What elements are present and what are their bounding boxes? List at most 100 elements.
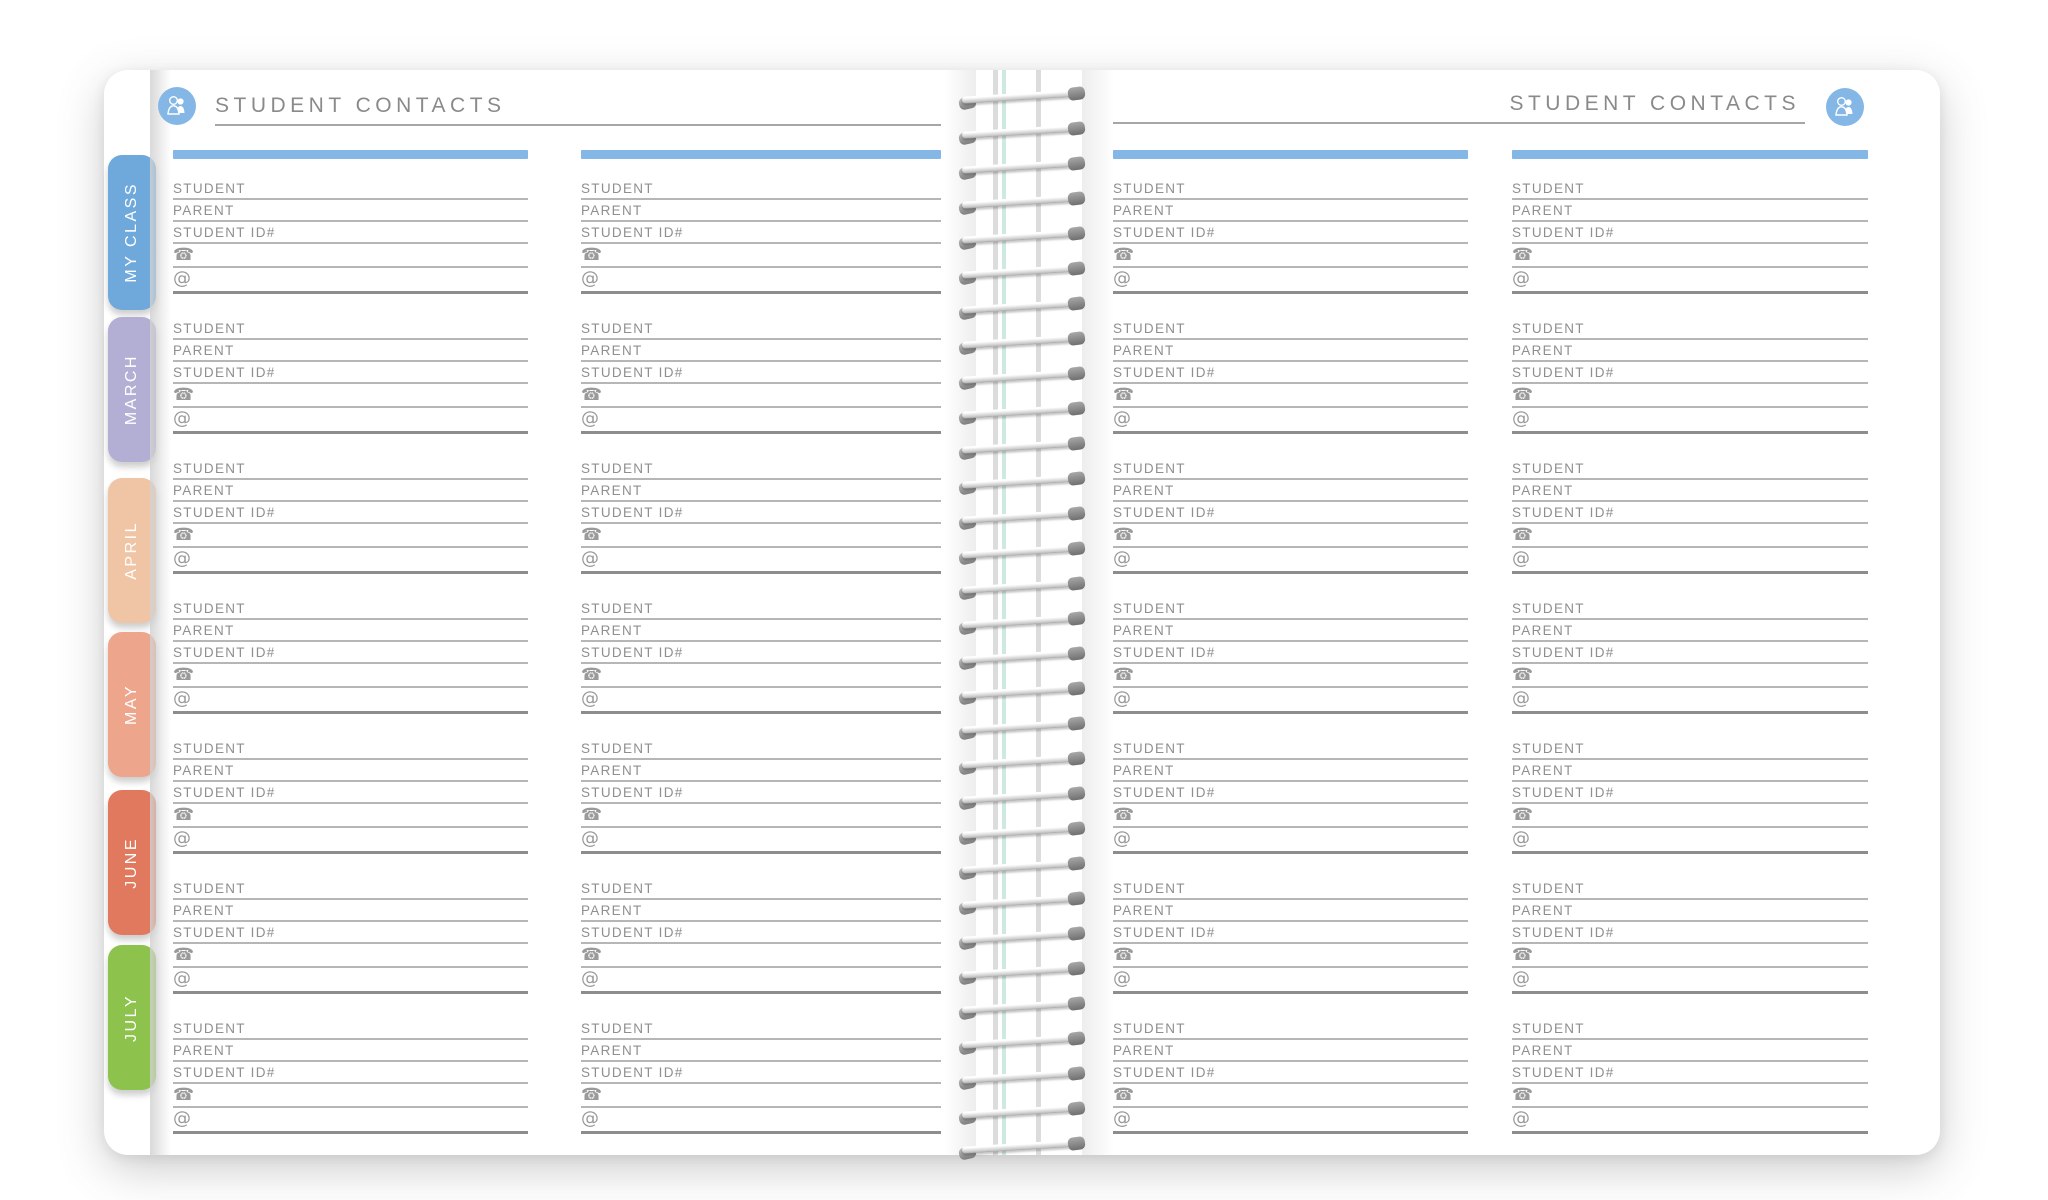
parent-field-row[interactable]: PARENT: [173, 760, 528, 782]
phone-field-row[interactable]: ☎: [173, 664, 528, 688]
student-id-field-row[interactable]: STUDENT ID#: [173, 502, 528, 524]
student-id-field-row[interactable]: STUDENT ID#: [173, 1062, 528, 1084]
student-field-row[interactable]: STUDENT: [1113, 598, 1468, 620]
student-field-row[interactable]: STUDENT: [1113, 1018, 1468, 1040]
student-id-field-row[interactable]: STUDENT ID#: [1113, 642, 1468, 664]
parent-field-row[interactable]: PARENT: [1113, 760, 1468, 782]
parent-field-row[interactable]: PARENT: [1512, 620, 1868, 642]
student-field-row[interactable]: STUDENT: [581, 598, 941, 620]
tab-april[interactable]: APRIL: [108, 478, 156, 623]
email-field-row[interactable]: @: [173, 408, 528, 434]
student-field-row[interactable]: STUDENT: [173, 318, 528, 340]
student-field-row[interactable]: STUDENT: [581, 458, 941, 480]
phone-field-row[interactable]: ☎: [173, 384, 528, 408]
phone-field-row[interactable]: ☎: [581, 244, 941, 268]
parent-field-row[interactable]: PARENT: [1512, 1040, 1868, 1062]
student-field-row[interactable]: STUDENT: [173, 878, 528, 900]
parent-field-row[interactable]: PARENT: [581, 480, 941, 502]
email-field-row[interactable]: @: [173, 828, 528, 854]
student-field-row[interactable]: STUDENT: [581, 878, 941, 900]
student-field-row[interactable]: STUDENT: [1512, 318, 1868, 340]
student-field-row[interactable]: STUDENT: [173, 738, 528, 760]
parent-field-row[interactable]: PARENT: [581, 620, 941, 642]
parent-field-row[interactable]: PARENT: [581, 760, 941, 782]
parent-field-row[interactable]: PARENT: [173, 340, 528, 362]
student-field-row[interactable]: STUDENT: [1512, 458, 1868, 480]
student-field-row[interactable]: STUDENT: [173, 1018, 528, 1040]
student-field-row[interactable]: STUDENT: [1113, 878, 1468, 900]
phone-field-row[interactable]: ☎: [1113, 664, 1468, 688]
student-field-row[interactable]: STUDENT: [173, 458, 528, 480]
student-id-field-row[interactable]: STUDENT ID#: [1113, 922, 1468, 944]
student-field-row[interactable]: STUDENT: [1512, 878, 1868, 900]
student-field-row[interactable]: STUDENT: [581, 318, 941, 340]
parent-field-row[interactable]: PARENT: [1113, 480, 1468, 502]
tab-july[interactable]: JULY: [108, 945, 156, 1090]
email-field-row[interactable]: @: [173, 268, 528, 294]
phone-field-row[interactable]: ☎: [173, 944, 528, 968]
email-field-row[interactable]: @: [1512, 968, 1868, 994]
email-field-row[interactable]: @: [581, 268, 941, 294]
phone-field-row[interactable]: ☎: [1512, 524, 1868, 548]
parent-field-row[interactable]: PARENT: [173, 1040, 528, 1062]
email-field-row[interactable]: @: [1113, 548, 1468, 574]
parent-field-row[interactable]: PARENT: [1512, 900, 1868, 922]
phone-field-row[interactable]: ☎: [173, 804, 528, 828]
student-id-field-row[interactable]: STUDENT ID#: [581, 922, 941, 944]
phone-field-row[interactable]: ☎: [581, 1084, 941, 1108]
email-field-row[interactable]: @: [1512, 688, 1868, 714]
student-field-row[interactable]: STUDENT: [1113, 318, 1468, 340]
email-field-row[interactable]: @: [1512, 268, 1868, 294]
email-field-row[interactable]: @: [173, 1108, 528, 1134]
student-field-row[interactable]: STUDENT: [1512, 1018, 1868, 1040]
parent-field-row[interactable]: PARENT: [1113, 1040, 1468, 1062]
student-field-row[interactable]: STUDENT: [173, 178, 528, 200]
phone-field-row[interactable]: ☎: [581, 944, 941, 968]
phone-field-row[interactable]: ☎: [1512, 804, 1868, 828]
email-field-row[interactable]: @: [173, 688, 528, 714]
email-field-row[interactable]: @: [1512, 828, 1868, 854]
student-id-field-row[interactable]: STUDENT ID#: [1113, 362, 1468, 384]
phone-field-row[interactable]: ☎: [1113, 944, 1468, 968]
email-field-row[interactable]: @: [173, 968, 528, 994]
student-id-field-row[interactable]: STUDENT ID#: [1512, 922, 1868, 944]
student-field-row[interactable]: STUDENT: [1113, 738, 1468, 760]
student-id-field-row[interactable]: STUDENT ID#: [1512, 1062, 1868, 1084]
email-field-row[interactable]: @: [581, 1108, 941, 1134]
phone-field-row[interactable]: ☎: [1512, 664, 1868, 688]
student-id-field-row[interactable]: STUDENT ID#: [1512, 222, 1868, 244]
email-field-row[interactable]: @: [1512, 548, 1868, 574]
student-id-field-row[interactable]: STUDENT ID#: [581, 1062, 941, 1084]
phone-field-row[interactable]: ☎: [173, 1084, 528, 1108]
email-field-row[interactable]: @: [1113, 688, 1468, 714]
phone-field-row[interactable]: ☎: [581, 804, 941, 828]
phone-field-row[interactable]: ☎: [1113, 1084, 1468, 1108]
parent-field-row[interactable]: PARENT: [581, 1040, 941, 1062]
tab-may[interactable]: MAY: [108, 632, 156, 777]
email-field-row[interactable]: @: [581, 408, 941, 434]
student-id-field-row[interactable]: STUDENT ID#: [1113, 222, 1468, 244]
phone-field-row[interactable]: ☎: [173, 244, 528, 268]
student-field-row[interactable]: STUDENT: [581, 178, 941, 200]
student-id-field-row[interactable]: STUDENT ID#: [581, 502, 941, 524]
student-field-row[interactable]: STUDENT: [1512, 598, 1868, 620]
parent-field-row[interactable]: PARENT: [581, 200, 941, 222]
email-field-row[interactable]: @: [173, 548, 528, 574]
student-field-row[interactable]: STUDENT: [1113, 178, 1468, 200]
email-field-row[interactable]: @: [1113, 268, 1468, 294]
parent-field-row[interactable]: PARENT: [1113, 900, 1468, 922]
student-id-field-row[interactable]: STUDENT ID#: [581, 222, 941, 244]
email-field-row[interactable]: @: [1113, 408, 1468, 434]
parent-field-row[interactable]: PARENT: [1512, 480, 1868, 502]
phone-field-row[interactable]: ☎: [1512, 1084, 1868, 1108]
parent-field-row[interactable]: PARENT: [173, 480, 528, 502]
parent-field-row[interactable]: PARENT: [1113, 620, 1468, 642]
student-id-field-row[interactable]: STUDENT ID#: [1113, 1062, 1468, 1084]
student-id-field-row[interactable]: STUDENT ID#: [1113, 502, 1468, 524]
phone-field-row[interactable]: ☎: [581, 524, 941, 548]
student-id-field-row[interactable]: STUDENT ID#: [1113, 782, 1468, 804]
email-field-row[interactable]: @: [1113, 968, 1468, 994]
email-field-row[interactable]: @: [1512, 1108, 1868, 1134]
parent-field-row[interactable]: PARENT: [1512, 200, 1868, 222]
email-field-row[interactable]: @: [581, 548, 941, 574]
